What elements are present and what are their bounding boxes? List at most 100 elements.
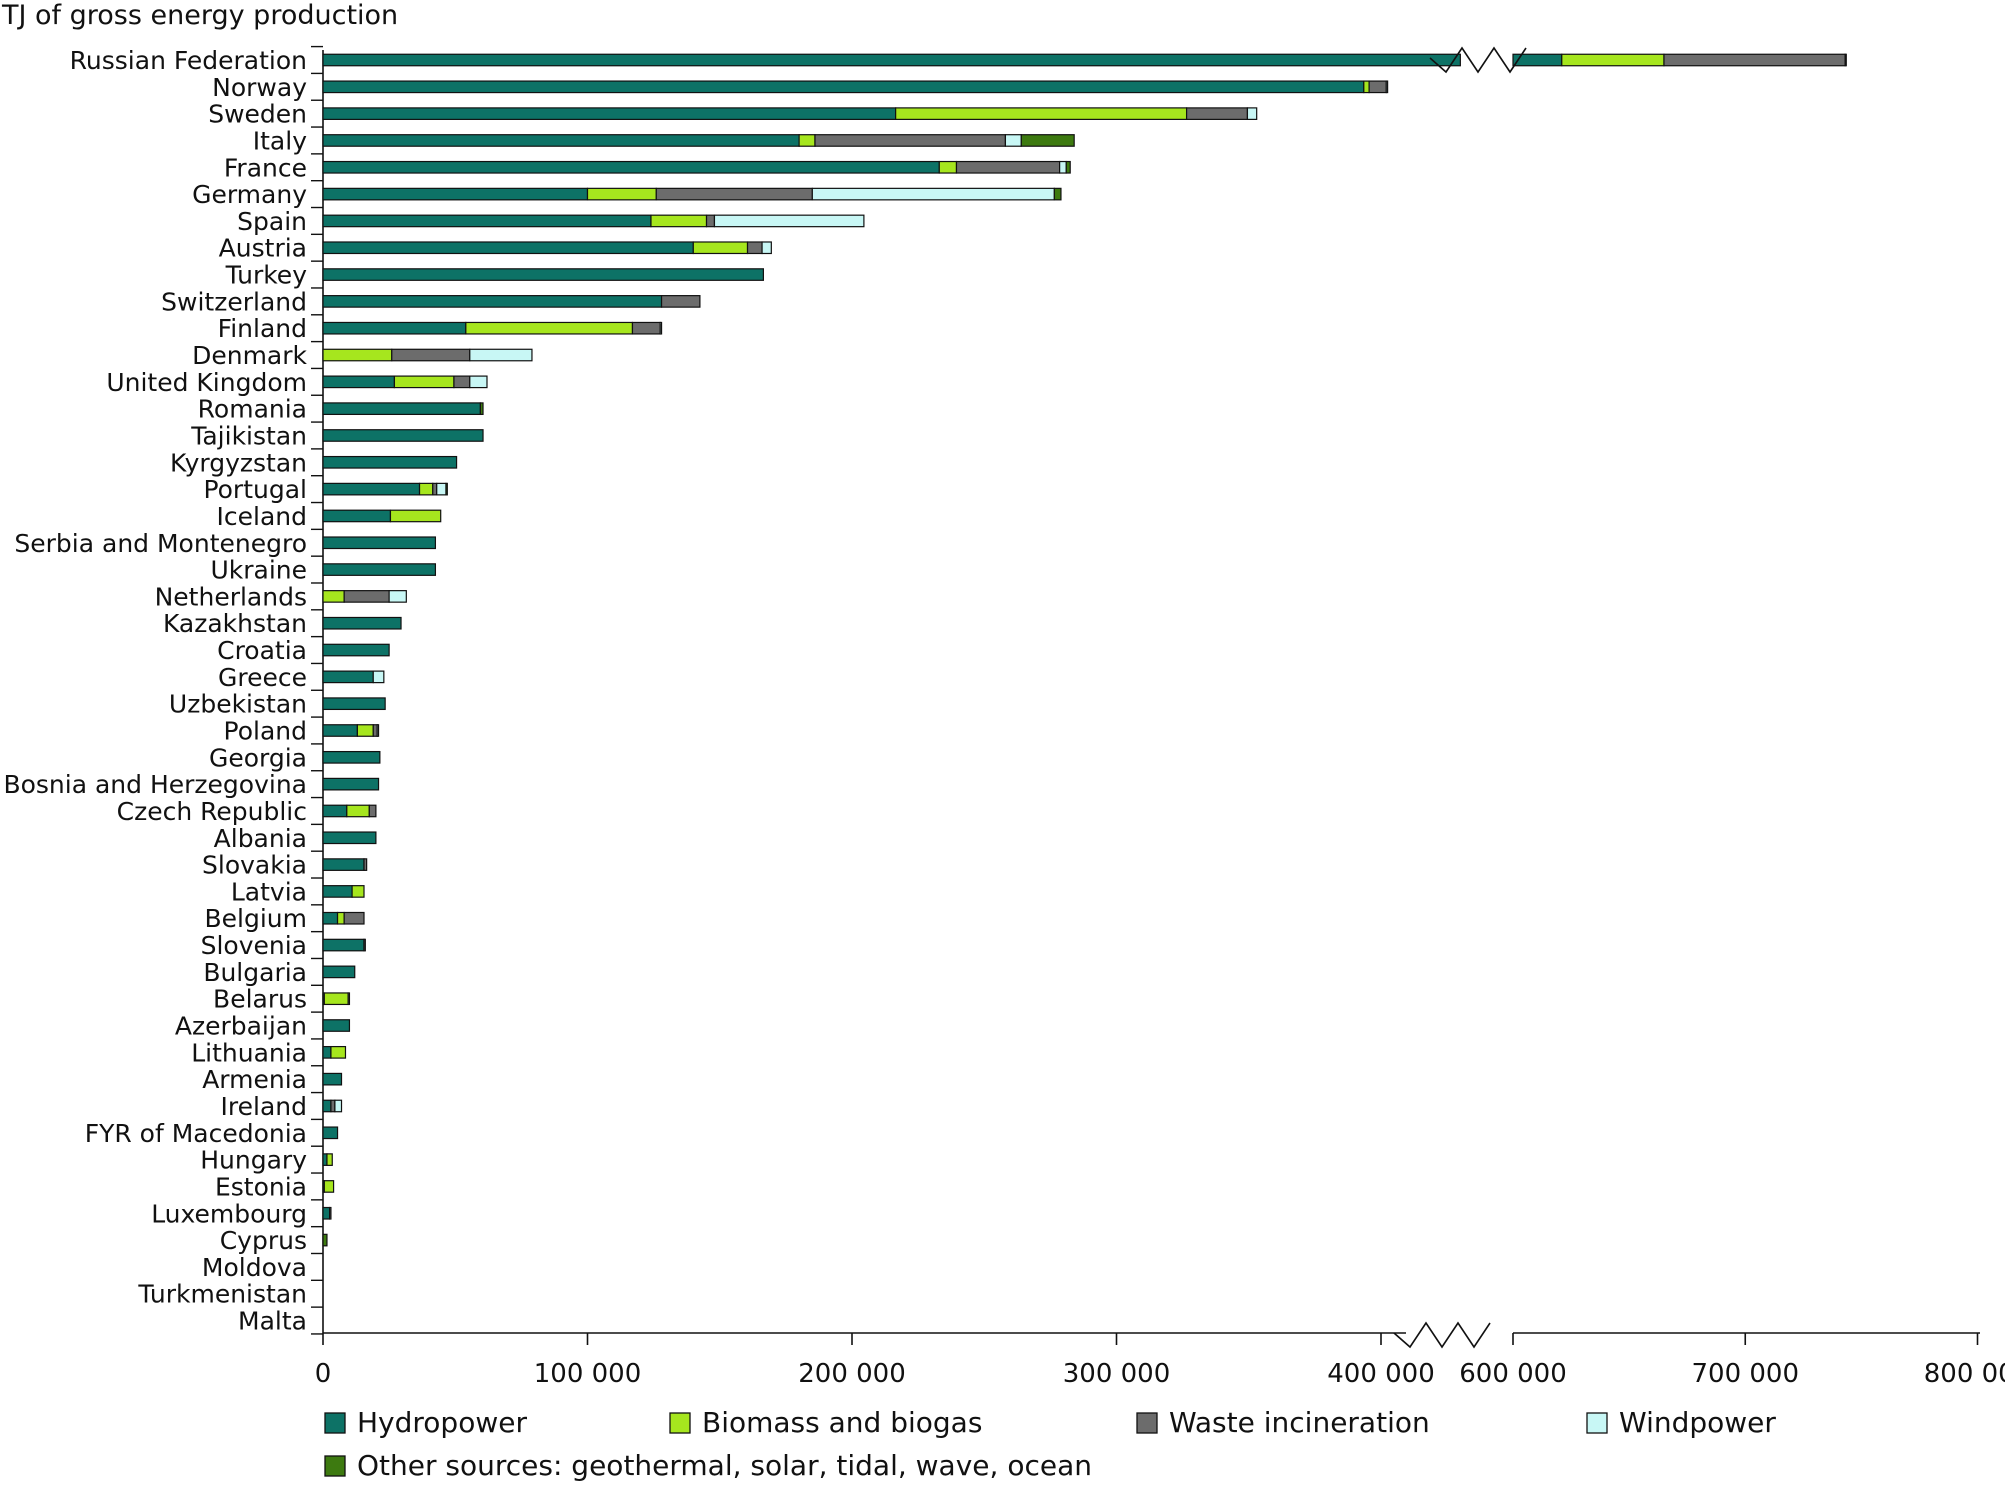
category-label: Latvia bbox=[231, 877, 307, 906]
bar-sweden-biomass-and-biogas bbox=[895, 107, 1188, 120]
bar-sweden-hydropower bbox=[322, 107, 897, 120]
axis-break-mark bbox=[1393, 1321, 1491, 1349]
bar-germany-waste-incineration bbox=[655, 187, 813, 201]
bar-iceland-hydropower bbox=[322, 509, 392, 523]
bar-portugal-windpower bbox=[436, 482, 447, 496]
category-label: Albania bbox=[214, 824, 307, 853]
bar-russian-federation-biomass-and-biogas bbox=[1561, 53, 1665, 67]
category-label: Ireland bbox=[221, 1092, 307, 1121]
bar-ukraine-hydropower bbox=[322, 563, 437, 576]
bar-denmark-waste-incineration bbox=[391, 348, 471, 362]
bar-germany-hydropower bbox=[322, 187, 589, 201]
category-label: Malta bbox=[238, 1307, 307, 1336]
bar-poland-biomass-and-biogas bbox=[356, 724, 374, 737]
bar-italy-waste-incineration bbox=[814, 134, 1007, 147]
bar-germany-biomass-and-biogas bbox=[586, 187, 657, 201]
bar-czech-republic-hydropower bbox=[322, 804, 348, 818]
bar-luxembourg-hydropower bbox=[322, 1206, 331, 1220]
category-label: Sweden bbox=[208, 100, 307, 129]
category-label: Cyprus bbox=[220, 1226, 307, 1255]
bar-spain-windpower bbox=[713, 214, 865, 228]
category-label: Czech Republic bbox=[117, 797, 307, 826]
bar-lithuania-hydropower bbox=[322, 1045, 332, 1059]
bar-united-kingdom-windpower bbox=[469, 375, 488, 389]
x-tick-label: 0 bbox=[315, 1359, 332, 1389]
category-label: Norway bbox=[212, 73, 307, 102]
category-label: Georgia bbox=[209, 743, 307, 772]
category-label: Bosnia and Herzegovina bbox=[3, 770, 307, 799]
category-label: Hungary bbox=[200, 1146, 307, 1175]
bar-iceland-biomass-and-biogas bbox=[389, 509, 442, 523]
category-label: FYR of Macedonia bbox=[85, 1119, 307, 1148]
bar-france-windpower bbox=[1059, 160, 1067, 174]
bar-albania-hydropower bbox=[322, 831, 377, 845]
bar-serbia-and-montenegro-hydropower bbox=[322, 536, 437, 550]
bar-armenia-hydropower bbox=[322, 1072, 343, 1086]
bar-uzbekistan-hydropower bbox=[322, 697, 386, 711]
category-label: Austria bbox=[219, 234, 307, 263]
bar-slovakia-waste-incineration bbox=[363, 858, 368, 871]
category-labels: Russian FederationNorwaySwedenItalyFranc… bbox=[3, 46, 307, 1336]
legend-label: Other sources: geothermal, solar, tidal,… bbox=[357, 1449, 1092, 1482]
bar-italy-windpower bbox=[1004, 134, 1022, 147]
bar-belgium-hydropower bbox=[322, 911, 339, 925]
bar-croatia-hydropower bbox=[322, 643, 390, 657]
bar-austria-hydropower bbox=[322, 241, 694, 255]
bar-romania-hydropower bbox=[322, 402, 481, 416]
category-label: Croatia bbox=[217, 636, 307, 665]
legend-swatch-biomass-and-biogas bbox=[669, 1412, 691, 1434]
bar-czech-republic-waste-incineration bbox=[368, 804, 377, 818]
bar-netherlands-biomass-and-biogas bbox=[322, 590, 345, 603]
category-label: Belgium bbox=[205, 904, 308, 933]
bar-latvia-biomass-and-biogas bbox=[351, 885, 365, 898]
legend-label: Windpower bbox=[1619, 1406, 1776, 1439]
y-axis-title: TJ of gross energy production bbox=[1, 0, 398, 31]
category-label: France bbox=[224, 153, 307, 182]
bar-lithuania-biomass-and-biogas bbox=[330, 1045, 347, 1059]
bar-slovenia-hydropower bbox=[322, 938, 365, 952]
category-label: Serbia and Montenegro bbox=[14, 529, 307, 558]
bar-kazakhstan-hydropower bbox=[322, 616, 402, 630]
bar-belarus-biomass-and-biogas bbox=[323, 992, 349, 1006]
bar-poland-windpower bbox=[376, 724, 380, 737]
bar-france-biomass-and-biogas bbox=[938, 160, 958, 174]
bar-united-kingdom-waste-incineration bbox=[453, 375, 471, 389]
bar-switzerland-waste-incineration bbox=[660, 295, 701, 308]
bar-austria-windpower bbox=[761, 241, 772, 255]
bar-georgia-hydropower bbox=[322, 750, 381, 764]
bar-estonia-biomass-and-biogas bbox=[323, 1180, 335, 1193]
bar-russian-federation-hydropower bbox=[322, 53, 1461, 67]
category-label: Ukraine bbox=[210, 556, 307, 585]
category-label: Kazakhstan bbox=[163, 609, 307, 638]
bar-romania-other-sources-geothe bbox=[479, 402, 484, 416]
bar-norway-waste-incineration bbox=[1368, 80, 1387, 94]
category-label: Lithuania bbox=[191, 1038, 307, 1067]
bar-greece-hydropower bbox=[322, 670, 374, 684]
bar-denmark-windpower bbox=[469, 348, 533, 362]
bar-united-kingdom-biomass-and-biogas bbox=[393, 375, 455, 389]
bar-poland-hydropower bbox=[322, 724, 358, 737]
bar-break-mark bbox=[1429, 46, 1527, 74]
bar-finland-windpower bbox=[659, 321, 663, 335]
bar-sweden-waste-incineration bbox=[1185, 107, 1249, 120]
legend-swatch-windpower bbox=[1586, 1412, 1608, 1434]
legend-label: Biomass and biogas bbox=[702, 1406, 982, 1439]
bar-portugal-other-sources-geothe bbox=[445, 482, 448, 496]
bar-germany-other-sources-geothe bbox=[1053, 187, 1062, 201]
x-tick-label: 600 000 bbox=[1459, 1359, 1567, 1389]
category-label: Luxembourg bbox=[151, 1199, 307, 1228]
bar-russian-federation-waste-incineration bbox=[1663, 53, 1846, 67]
x-tick-label: 300 000 bbox=[1063, 1359, 1171, 1389]
category-label: Finland bbox=[218, 314, 307, 343]
legend-label: Waste incineration bbox=[1169, 1406, 1430, 1439]
bar-spain-hydropower bbox=[322, 214, 652, 228]
bar-spain-waste-incineration bbox=[705, 214, 716, 228]
legend-swatch-hydropower bbox=[324, 1412, 346, 1434]
bar-finland-waste-incineration bbox=[631, 321, 661, 335]
bar-belarus-waste-incineration bbox=[347, 992, 351, 1006]
category-label: Slovenia bbox=[201, 931, 307, 960]
bar-austria-waste-incineration bbox=[746, 241, 763, 255]
bar-bulgaria-hydropower bbox=[322, 965, 356, 979]
category-label: Russian Federation bbox=[70, 46, 307, 75]
